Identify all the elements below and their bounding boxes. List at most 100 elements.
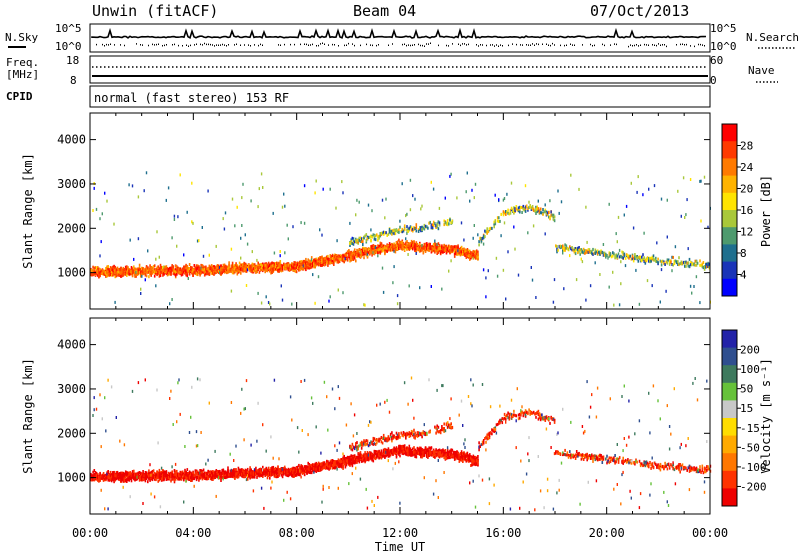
data-point <box>206 476 208 480</box>
data-point <box>296 261 299 265</box>
data-point <box>351 242 354 245</box>
data-point <box>163 265 165 269</box>
data-point <box>140 272 142 276</box>
data-point <box>379 248 382 252</box>
data-point <box>205 270 207 274</box>
data-point <box>351 256 354 260</box>
data-point <box>205 477 207 481</box>
data-point <box>142 267 144 271</box>
data-point <box>587 250 590 254</box>
data-point <box>323 260 326 264</box>
data-point <box>431 249 434 253</box>
data-point <box>686 261 688 265</box>
data-point <box>172 474 175 478</box>
data-point <box>90 473 92 477</box>
data-point <box>406 240 408 244</box>
data-point <box>131 475 134 479</box>
data-point <box>319 260 321 264</box>
data-point <box>224 470 227 474</box>
data-point <box>362 246 364 250</box>
data-point <box>92 470 94 474</box>
data-point <box>622 252 624 256</box>
data-point <box>521 211 523 214</box>
data-point <box>234 224 236 228</box>
data-point <box>171 470 173 474</box>
data-point <box>451 219 454 223</box>
data-point <box>240 236 242 240</box>
data-point <box>507 208 509 212</box>
data-point <box>142 478 144 482</box>
data-point <box>419 245 421 249</box>
data-point <box>200 266 202 270</box>
data-point <box>708 262 711 266</box>
data-point <box>110 479 113 483</box>
data-point <box>303 259 306 263</box>
data-point <box>333 259 335 263</box>
data-point <box>437 227 440 231</box>
data-point <box>407 229 409 233</box>
data-point <box>186 468 189 472</box>
data-point <box>406 231 408 235</box>
data-point <box>693 285 695 288</box>
data-point <box>165 265 168 269</box>
data-point <box>252 267 255 271</box>
data-point <box>380 245 383 249</box>
data-point <box>294 267 297 271</box>
data-point <box>230 468 233 472</box>
data-point <box>230 474 233 478</box>
data-point <box>277 264 279 267</box>
data-point <box>699 259 701 263</box>
data-point <box>171 472 173 476</box>
data-point <box>127 267 129 271</box>
data-point <box>155 268 157 272</box>
data-point <box>177 381 179 385</box>
data-point <box>448 247 450 251</box>
data-point <box>113 264 115 268</box>
data-point <box>614 254 616 258</box>
data-point <box>195 268 198 272</box>
data-point <box>257 261 259 265</box>
data-point <box>241 196 243 200</box>
nsky-line <box>91 27 707 39</box>
data-point <box>240 263 242 267</box>
data-point <box>416 247 419 251</box>
data-point <box>156 388 158 392</box>
data-point <box>281 264 284 268</box>
data-point <box>179 470 182 474</box>
data-point <box>459 246 462 250</box>
data-point <box>570 173 572 177</box>
data-point <box>112 268 114 272</box>
data-point <box>702 261 705 264</box>
data-point <box>637 175 639 179</box>
data-point <box>453 245 456 249</box>
data-point <box>463 238 465 242</box>
data-point <box>356 248 358 252</box>
data-point <box>380 249 383 253</box>
data-point <box>359 248 362 252</box>
data-point <box>396 294 399 298</box>
data-point <box>444 221 447 225</box>
data-point <box>362 240 364 244</box>
data-point <box>262 186 264 189</box>
data-point <box>185 263 187 267</box>
data-point <box>520 206 522 209</box>
data-point <box>200 469 202 473</box>
data-point <box>193 473 196 477</box>
data-point <box>251 269 254 273</box>
data-point <box>646 279 649 283</box>
data-point <box>198 271 200 274</box>
data-point <box>480 237 483 240</box>
freq-unit: [MHz] <box>6 68 39 81</box>
data-point <box>236 474 239 478</box>
freq-panel <box>89 55 711 84</box>
data-point <box>116 272 119 276</box>
data-point <box>322 263 325 266</box>
data-point <box>639 258 642 262</box>
data-point <box>656 241 658 245</box>
data-point <box>350 241 352 245</box>
data-point <box>131 473 134 477</box>
data-point <box>401 182 403 186</box>
data-point <box>700 263 702 267</box>
data-point <box>678 256 680 260</box>
data-point <box>366 237 369 241</box>
